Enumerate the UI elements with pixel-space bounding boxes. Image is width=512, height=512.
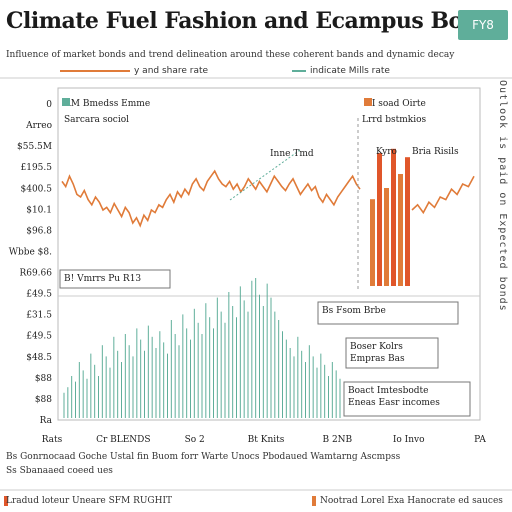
- annotation-box-2-text: B! Vmrrs Pu R13: [64, 274, 141, 284]
- marker-teal: [62, 98, 70, 106]
- annotation-box-7-sub: Eneas Easr incomes: [348, 398, 440, 408]
- legend-label-teal: indicate Mills rate: [310, 66, 390, 76]
- annotation-4-sub: Bria Risils: [412, 147, 459, 157]
- annotation-box-6: [345, 337, 439, 369]
- x-tick-label: B 2NB: [322, 435, 352, 445]
- y-tick-label: £49.5: [26, 290, 52, 300]
- annotation-box-2: [59, 269, 171, 289]
- footnote-2: Ss Sbanaaed coeed ues: [6, 466, 113, 476]
- x-tick-label: Cr BLENDS: [96, 435, 150, 445]
- marker-footer-left: [4, 496, 8, 506]
- legend-item-orange: y and share rate: [60, 66, 208, 76]
- y-tick-label: $55.5M: [17, 142, 52, 152]
- chart-title: Climate Fuel Fashion and Ecampus Bonds: [6, 8, 506, 34]
- legend-swatch-orange: [60, 70, 130, 72]
- x-tick-label: Io Invo: [393, 435, 425, 445]
- x-tick-label: Rats: [42, 435, 63, 445]
- bar-kyro: [384, 188, 389, 286]
- chart-subtitle: Influence of market bonds and trend deli…: [6, 50, 455, 60]
- bar-kyro: [391, 148, 396, 286]
- y-tick-label: $88: [35, 395, 52, 405]
- annotation-0-sub: Sarcara sociol: [64, 115, 129, 125]
- y-tick-label: $10.1: [26, 205, 52, 215]
- x-tick-label: PA: [474, 435, 486, 445]
- series-line-orange-right: [411, 175, 475, 215]
- annotation-4: Kyro: [376, 147, 397, 157]
- y-tick-label: Wbbe $8.: [9, 247, 52, 257]
- y-tick-label: £31.5: [26, 311, 52, 321]
- y-tick-label: $88: [35, 374, 52, 384]
- y-tick-label: $96.8: [26, 226, 52, 236]
- bar-kyro: [377, 153, 382, 286]
- annotation-0: RM Bmedss Emme: [64, 99, 150, 109]
- legend-swatch-teal: [292, 70, 306, 72]
- annotation-box-6-sub: Empras Bas: [350, 354, 405, 364]
- y-tick-label: £195.5: [21, 163, 53, 173]
- side-label: Outlook is paid on Expected bonds: [497, 80, 508, 312]
- y-tick-label: $48.5: [26, 353, 52, 363]
- annotation-box-7-text: Boact Imtesbodte: [348, 386, 428, 396]
- footnote-1: Bs Gonrnocaad Goche Ustal fin Buom forr …: [6, 452, 401, 462]
- marker-footer-right: [312, 496, 316, 506]
- legend-label-orange: y and share rate: [134, 66, 209, 76]
- caption-right: Nootrad Lorel Exa Hanocrate ed sauces: [320, 496, 503, 506]
- marker-orange: [364, 98, 372, 106]
- caption-left: Lradud loteur Uneare SFM RUGHIT: [6, 496, 173, 506]
- x-tick-label: Bt Knits: [248, 435, 285, 445]
- annotation-1: Inne Tmd: [270, 149, 314, 159]
- series-line-orange: [61, 169, 361, 228]
- bar-kyro: [370, 199, 375, 286]
- y-tick-label: $400.5: [21, 184, 53, 194]
- x-tick-label: So 2: [185, 435, 205, 445]
- y-tick-label: £49.5: [26, 332, 52, 342]
- year-badge[interactable]: FY8: [458, 10, 508, 40]
- plot-frame: [57, 87, 481, 421]
- annotation-box-5-text: Bs Fsom Brbe: [322, 306, 386, 316]
- annotation-3-sub: Lrrd bstmkios: [362, 115, 426, 125]
- annotation-3: HI soad Oirte: [364, 99, 426, 109]
- y-tick-label: Arreo: [25, 121, 52, 131]
- y-tick-label: R69.66: [19, 269, 52, 279]
- bar-kyro: [405, 157, 410, 286]
- annotation-box-6-text: Boser Kolrs: [350, 342, 403, 352]
- y-tick-label: 0: [46, 100, 52, 110]
- y-tick-label: Ra: [40, 416, 53, 426]
- bar-kyro: [398, 174, 403, 286]
- legend-item-teal: indicate Mills rate: [292, 66, 390, 76]
- annotation-box-5: [317, 301, 459, 325]
- annotation-box-7: [343, 381, 471, 417]
